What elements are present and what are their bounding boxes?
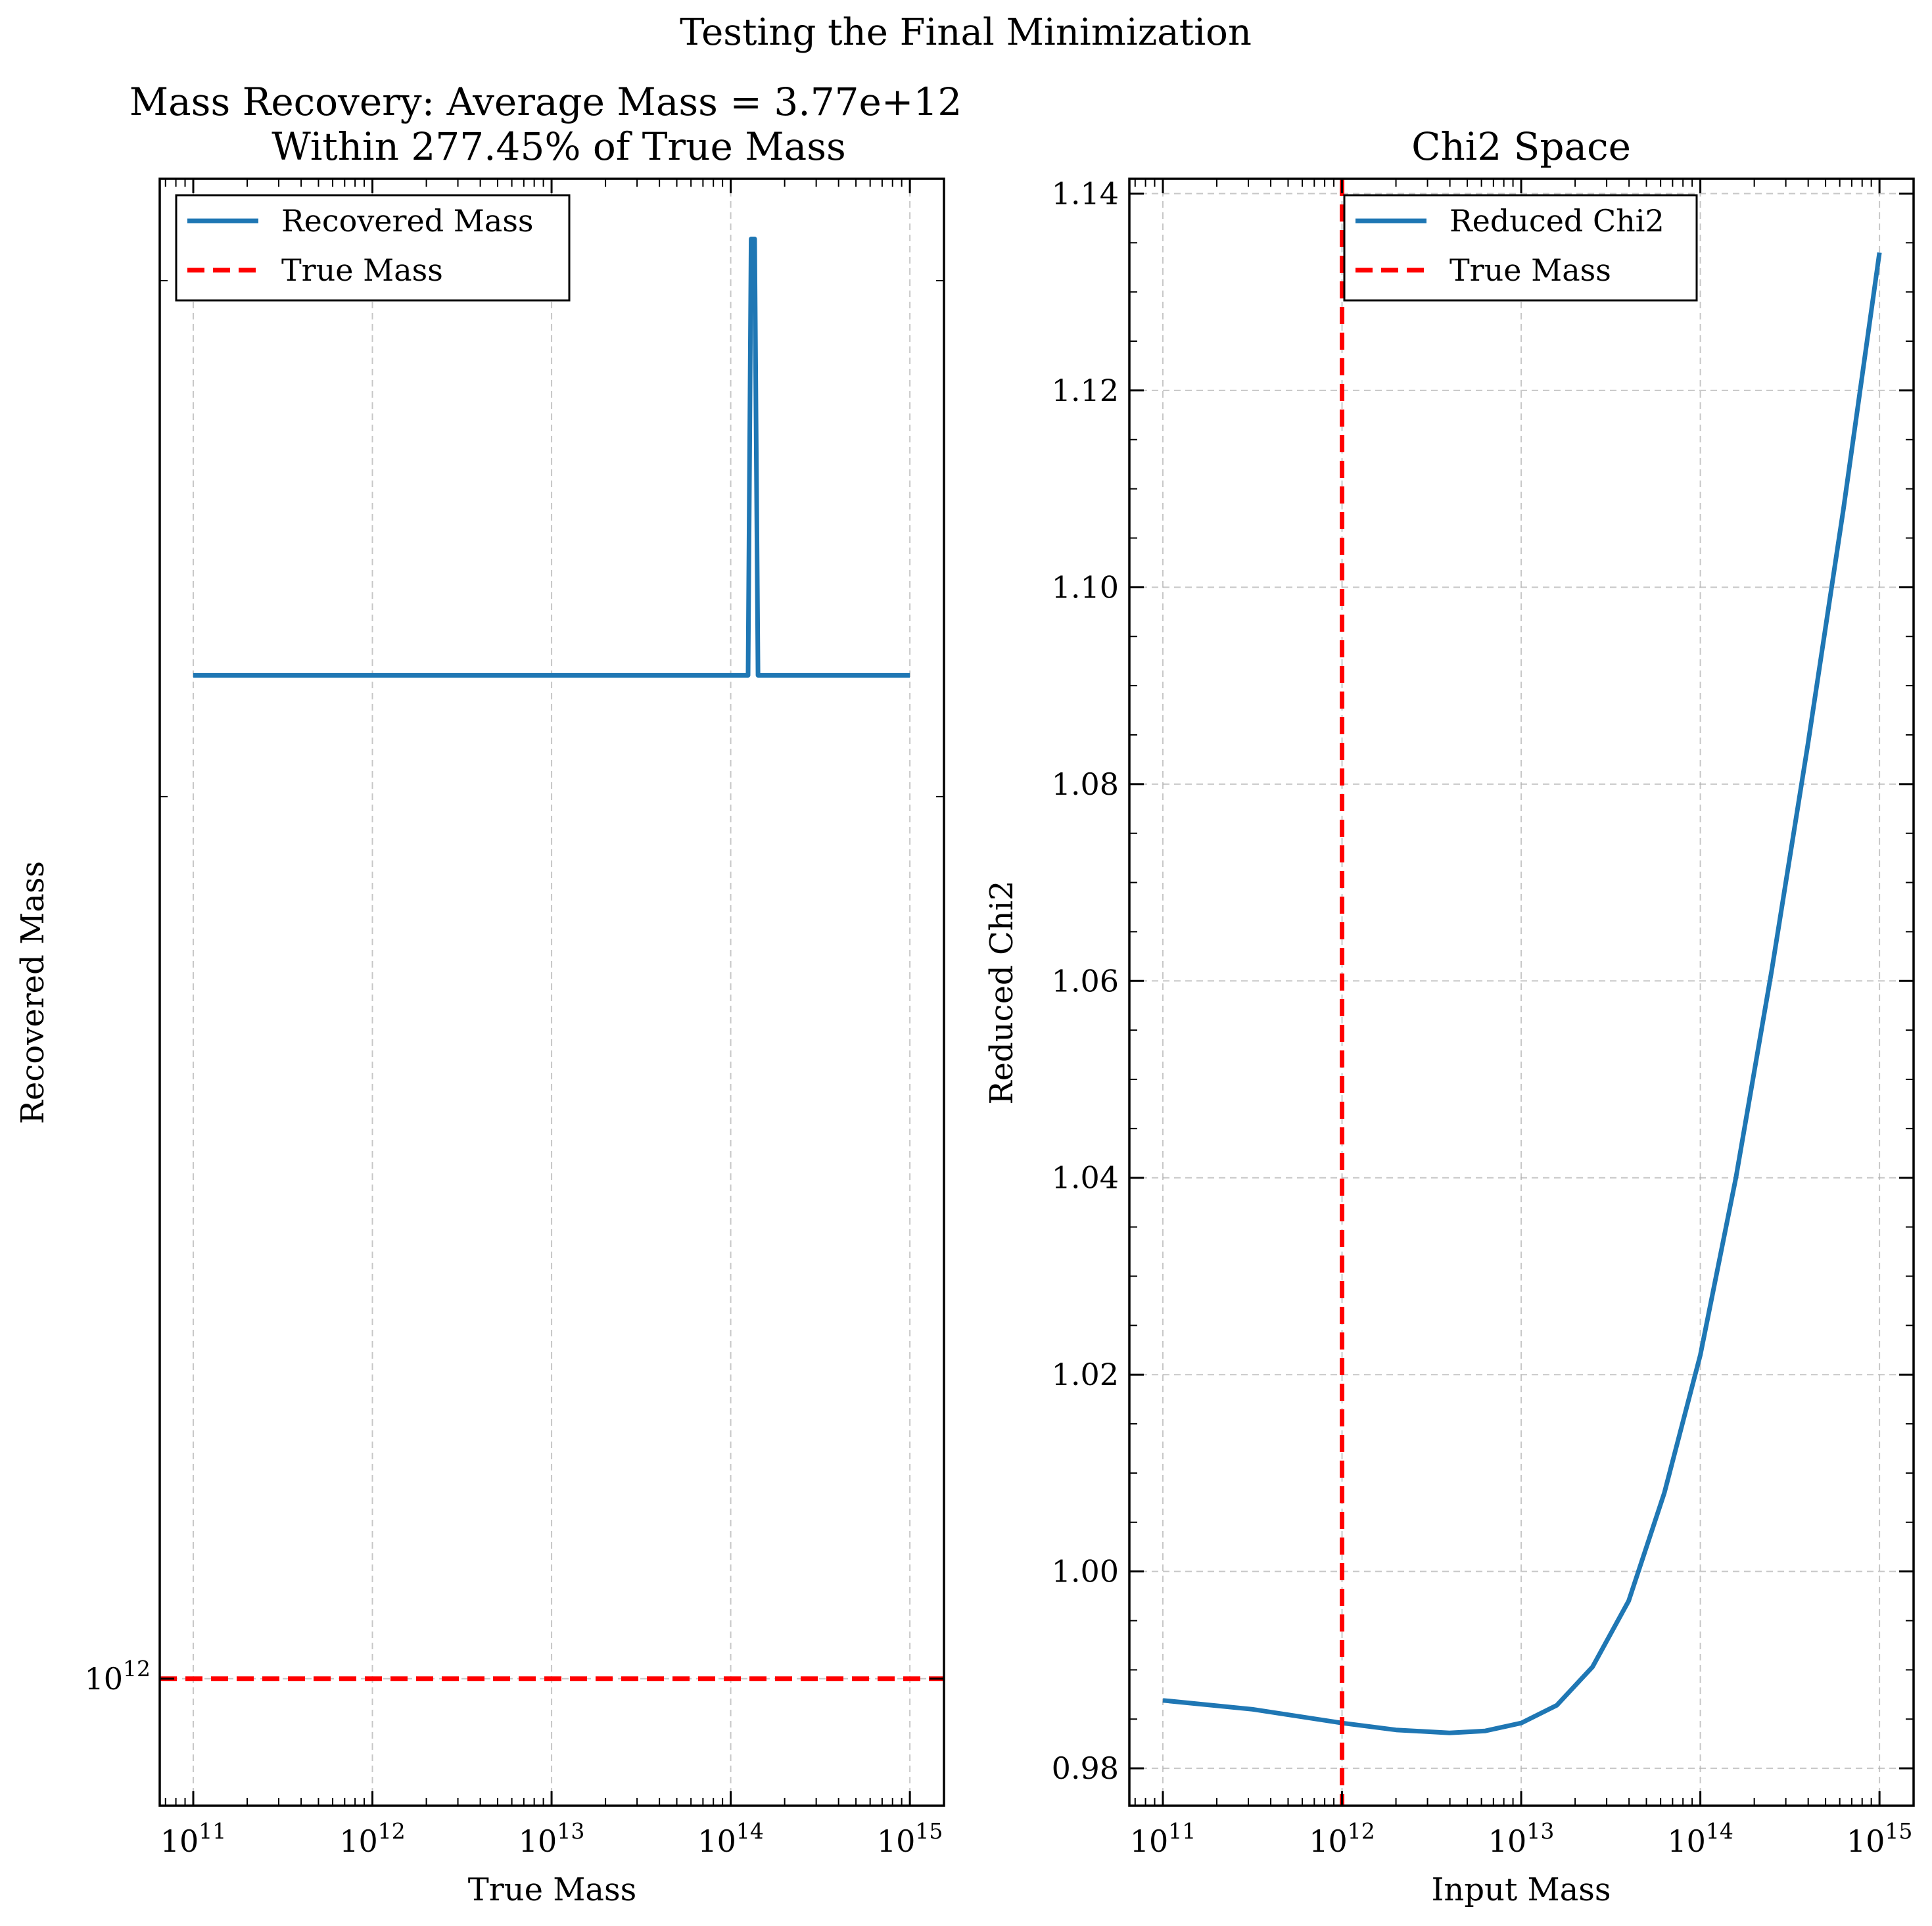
right-xlabel: Input Mass [1431, 1871, 1611, 1908]
left-legend-label-series: Recovered Mass [281, 203, 534, 239]
right-ytick-label: 1.00 [1052, 1554, 1119, 1589]
right-ytick-label: 0.98 [1052, 1750, 1119, 1786]
left-xtick-label: 1014 [697, 1818, 764, 1859]
right-legend: Reduced Chi2 True Mass [1343, 194, 1698, 302]
right-xticks: 1011 1012 1013 1014 1015 [1130, 179, 1913, 1859]
right-yticks: 0.98 1.00 1.02 1.04 1.06 1.08 1.10 1.12 1.14 [1052, 176, 1914, 1786]
left-title-line1: Mass Recovery: Average Mass = 3.77e+12 [130, 80, 962, 124]
left-series [193, 237, 910, 678]
right-ytick-label: 1.06 [1052, 963, 1119, 998]
left-xtick-label: 1013 [519, 1818, 585, 1859]
right-ytick-label: 1.12 [1052, 373, 1119, 408]
left-xlabel: True Mass [468, 1871, 637, 1908]
right-xtick-label: 1012 [1309, 1818, 1375, 1859]
right-xtick-label: 1015 [1847, 1818, 1913, 1859]
right-ytick-label: 1.08 [1052, 766, 1119, 802]
left-series-line [193, 237, 910, 678]
right-ytick-label: 1.10 [1052, 569, 1119, 605]
left-legend-label-true-mass: True Mass [281, 252, 443, 288]
right-xtick-label: 1011 [1130, 1818, 1196, 1859]
right-ytick-label: 1.14 [1052, 176, 1119, 211]
right-panel: 1011 1012 1013 1014 1015 0.98 1.00 1.02 1.04 1.0… [983, 124, 1915, 1908]
right-legend-label-true-mass: True Mass [1449, 252, 1611, 288]
right-ylabel: Reduced Chi2 [983, 881, 1020, 1105]
left-title-line2: Within 277.45% of True Mass [271, 124, 845, 169]
left-xtick-label: 1015 [877, 1818, 943, 1859]
right-legend-label-series: Reduced Chi2 [1449, 203, 1664, 239]
right-series [1162, 252, 1882, 1735]
right-legend-box [1343, 194, 1698, 302]
left-yticks: 1012 [84, 279, 944, 1697]
right-title: Chi2 Space [1411, 124, 1631, 169]
left-xticks: 1011 1012 1013 1014 1015 [160, 179, 943, 1859]
left-xtick-label: 1012 [339, 1818, 406, 1859]
left-xtick-label: 1011 [160, 1818, 227, 1859]
right-xtick-label: 1014 [1667, 1818, 1733, 1859]
right-ytick-label: 1.02 [1052, 1357, 1119, 1392]
left-ylabel: Recovered Mass [14, 861, 51, 1124]
left-legend-box [175, 194, 571, 302]
left-legend: Recovered Mass True Mass [175, 194, 571, 302]
right-xtick-label: 1013 [1488, 1818, 1555, 1859]
left-panel: 1011 1012 1013 1014 1015 1012 Mass Recovery:… [14, 80, 962, 1908]
figure-suptitle: Testing the Final Minimization [680, 11, 1252, 54]
left-ytick-label: 1012 [84, 1656, 151, 1697]
right-series-line [1162, 252, 1882, 1735]
right-ytick-label: 1.04 [1052, 1160, 1119, 1196]
